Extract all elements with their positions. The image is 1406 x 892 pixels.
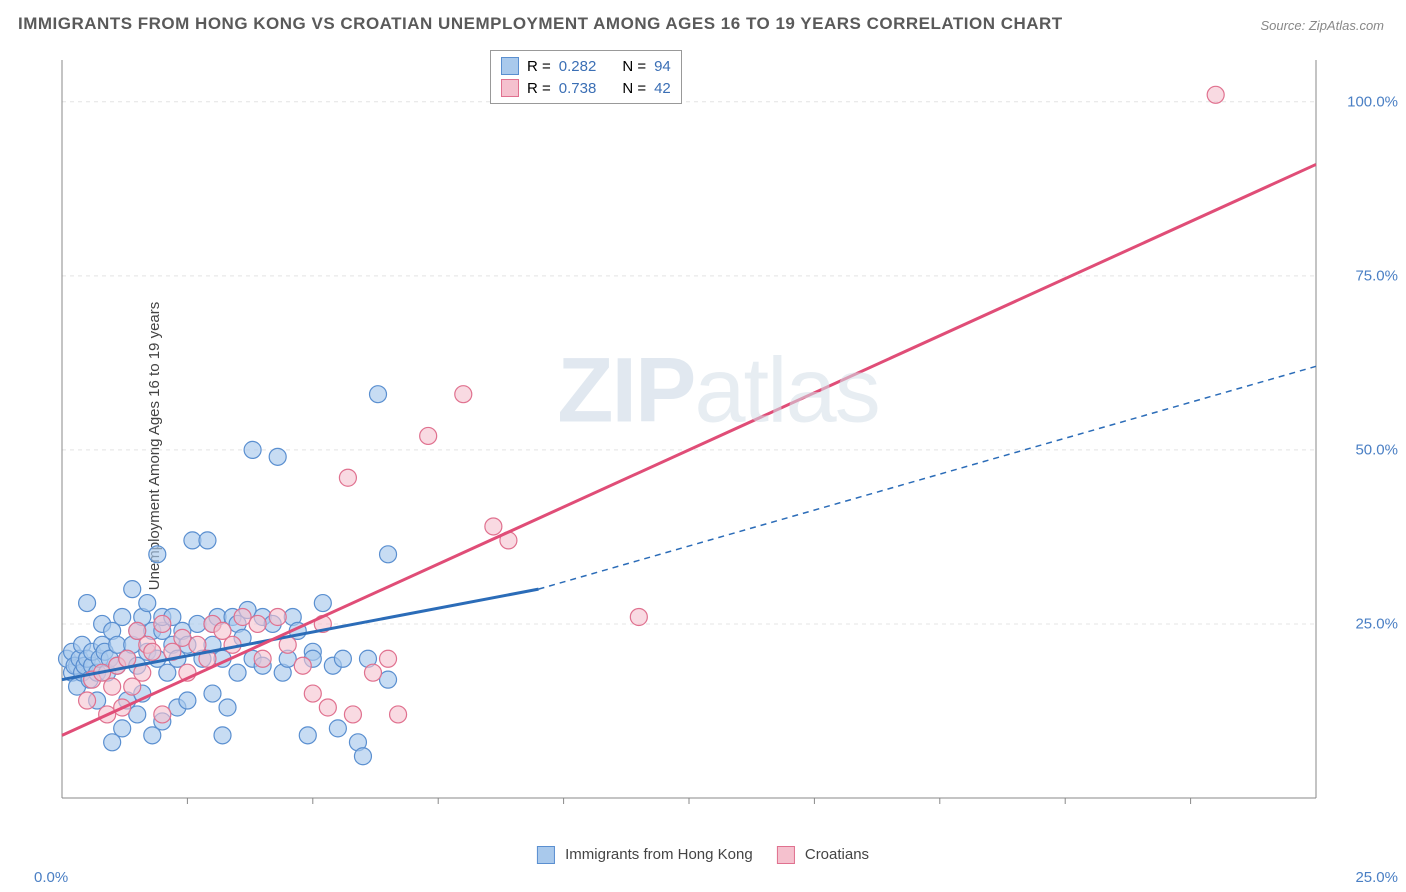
n-value-1: 94 [654,58,671,75]
legend-label-2: Croatians [805,846,869,863]
n-label: N = [622,58,646,75]
legend-swatch-2 [777,846,795,864]
r-label: R = [527,58,551,75]
source-attribution: Source: ZipAtlas.com [1260,18,1384,33]
y-tick-label: 25.0% [1355,615,1398,632]
legend-item-1: Immigrants from Hong Kong [537,846,753,864]
y-tick-label: 100.0% [1347,93,1398,110]
plot-svg [50,48,1386,828]
n-value-2: 42 [654,80,671,97]
series-2-swatch [501,79,519,97]
n-label: N = [622,80,646,97]
stats-row-series-1: R = 0.282 N = 94 [501,55,671,77]
x-axis-legend: Immigrants from Hong Kong Croatians [537,846,869,864]
r-value-2: 0.738 [559,80,597,97]
r-label: R = [527,80,551,97]
y-tick-label: 50.0% [1355,441,1398,458]
y-tick-label: 75.0% [1355,267,1398,284]
legend-item-2: Croatians [777,846,869,864]
r-value-1: 0.282 [559,58,597,75]
stats-row-series-2: R = 0.738 N = 42 [501,77,671,99]
legend-swatch-1 [537,846,555,864]
series-1-swatch [501,57,519,75]
chart-title: IMMIGRANTS FROM HONG KONG VS CROATIAN UN… [18,14,1063,34]
legend-label-1: Immigrants from Hong Kong [565,846,753,863]
x-tick-min: 0.0% [34,869,68,886]
scatter-plot-area: ZIPatlas [50,48,1386,828]
x-tick-max: 25.0% [1355,869,1398,886]
correlation-stats-box: R = 0.282 N = 94 R = 0.738 N = 42 [490,50,682,104]
